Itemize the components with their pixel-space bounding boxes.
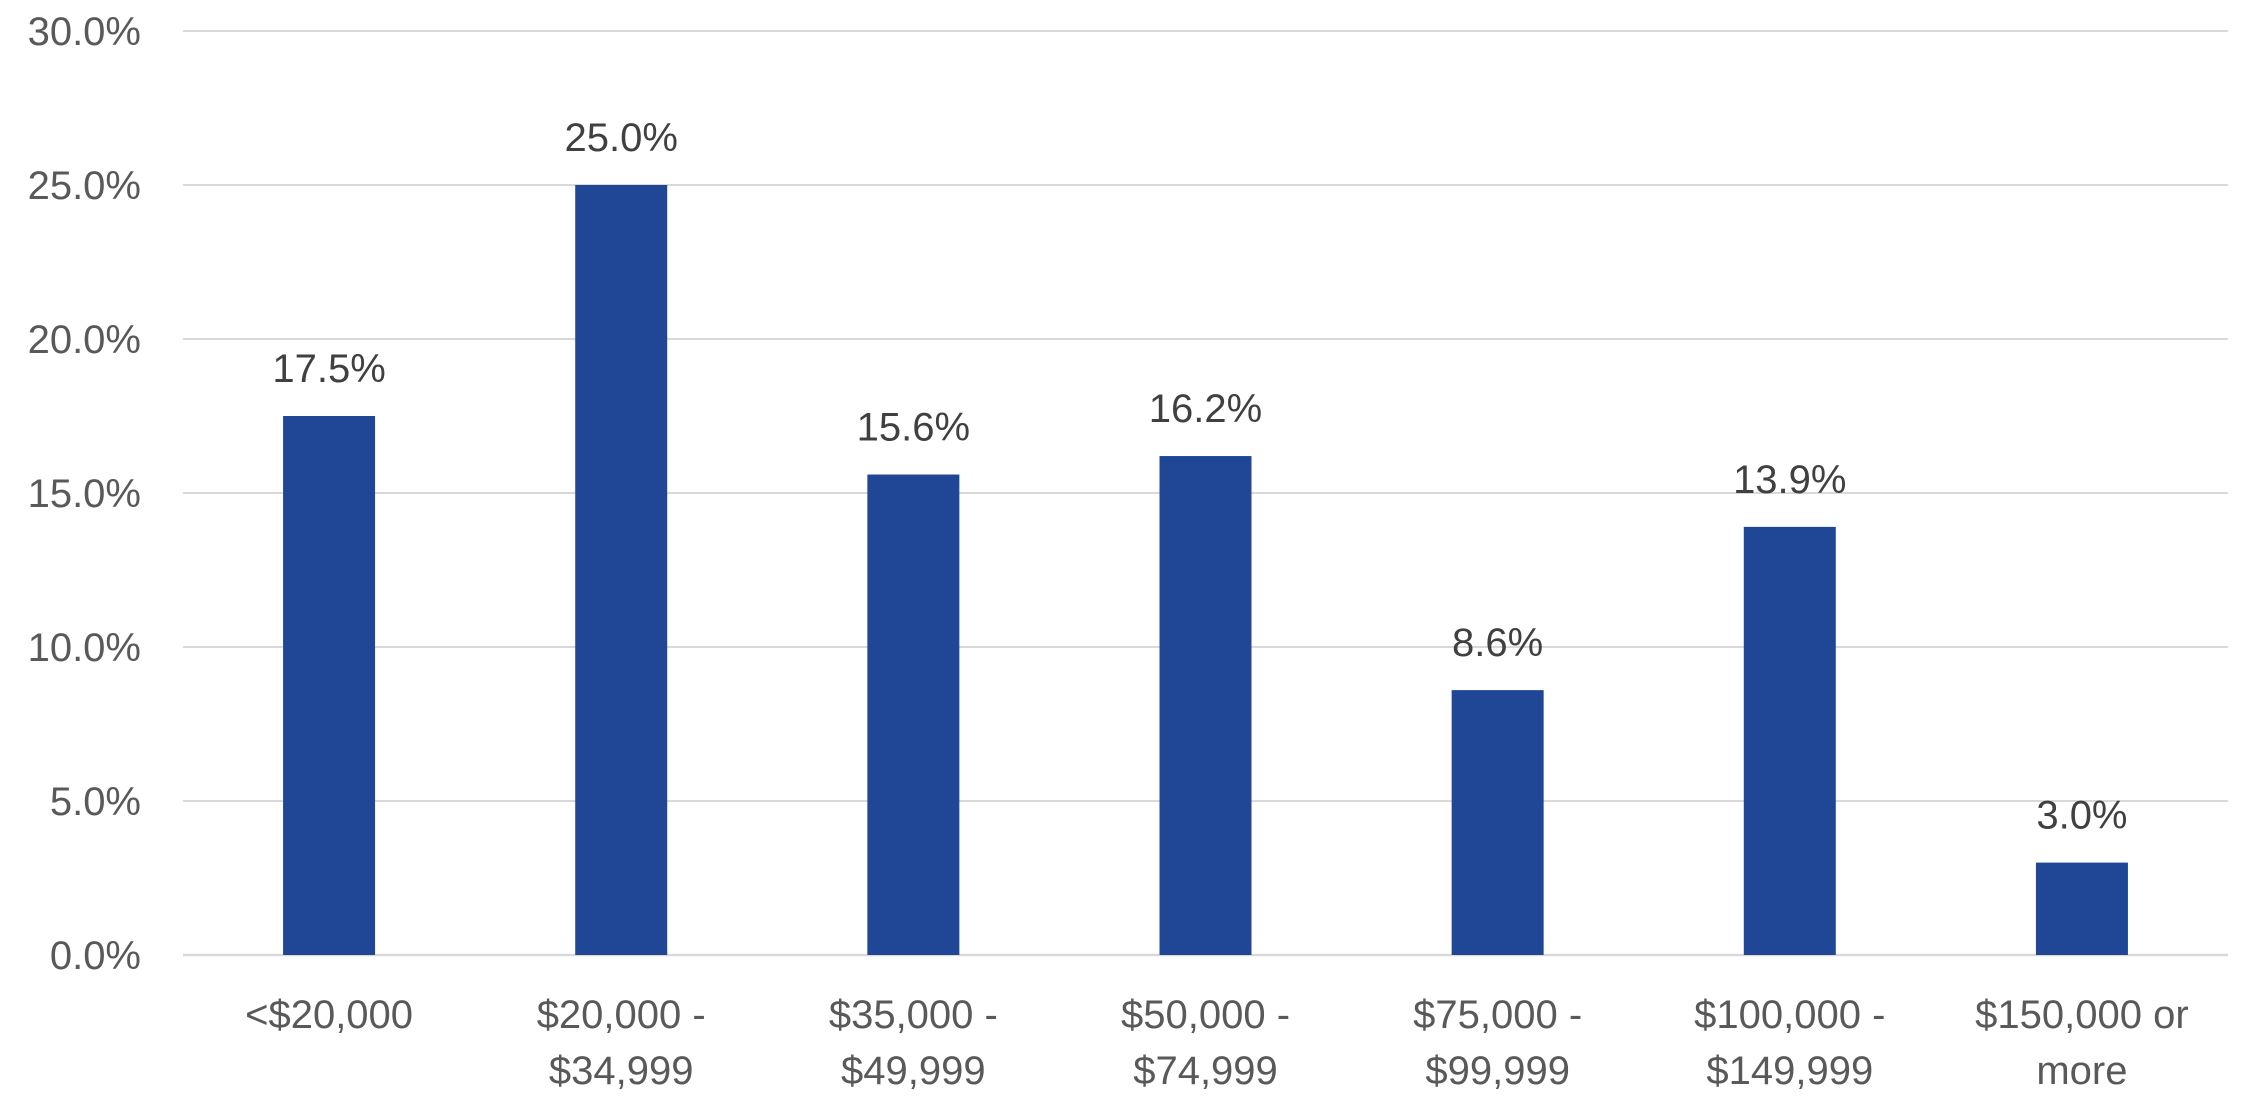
gridlines	[183, 30, 2228, 957]
y-tick-label: 5.0%	[50, 780, 141, 824]
bar	[867, 474, 960, 955]
data-label: 25.0%	[565, 116, 678, 160]
bars	[283, 185, 2128, 955]
x-tick-label-line: $35,000 -	[829, 993, 998, 1037]
data-label: 17.5%	[272, 347, 385, 391]
bar	[2035, 862, 2128, 955]
y-tick-label: 25.0%	[28, 164, 141, 208]
y-tick-label: 20.0%	[28, 318, 141, 362]
data-label: 3.0%	[2036, 794, 2127, 838]
x-tick-label-line: $150,000 or	[1975, 993, 2189, 1037]
x-tick-label-line: $75,000 -	[1413, 993, 1582, 1037]
y-axis-tick-labels: 0.0% 5.0% 10.0% 15.0% 20.0% 25.0% 30.0%	[28, 10, 141, 978]
data-label: 15.6%	[857, 406, 970, 450]
y-tick-label: 30.0%	[28, 10, 141, 54]
y-tick-label: 10.0%	[28, 626, 141, 670]
data-label: 16.2%	[1149, 387, 1262, 431]
data-label: 8.6%	[1452, 621, 1543, 665]
x-tick-label: $100,000 - $149,999	[1694, 993, 1885, 1093]
x-tick-label-line: $49,999	[841, 1049, 986, 1093]
bar	[1743, 526, 1836, 955]
x-axis-tick-labels: <$20,000 $20,000 - $34,999 $35,000 - $49,999…	[245, 993, 2189, 1093]
y-tick-label: 0.0%	[50, 934, 141, 978]
x-tick-label: $75,000 - $99,999	[1413, 993, 1582, 1093]
bar	[1159, 456, 1252, 955]
x-tick-label-line: $34,999	[549, 1049, 694, 1093]
x-tick-label: <$20,000	[245, 993, 413, 1037]
x-tick-label-line: <$20,000	[245, 993, 413, 1037]
x-tick-label-line: more	[2036, 1049, 2127, 1093]
x-tick-label: $50,000 - $74,999	[1121, 993, 1290, 1093]
data-label: 13.9%	[1733, 458, 1846, 502]
x-tick-label: $20,000 - $34,999	[537, 993, 706, 1093]
data-labels: 17.5% 25.0% 15.6% 16.2% 8.6% 13.9% 3.0%	[272, 116, 2127, 838]
x-tick-label-line: $149,999	[1706, 1049, 1873, 1093]
x-tick-label-line: $50,000 -	[1121, 993, 1290, 1037]
x-tick-label-line: $99,999	[1425, 1049, 1570, 1093]
bar	[575, 185, 668, 955]
x-tick-label-line: $100,000 -	[1694, 993, 1885, 1037]
bar	[283, 416, 376, 955]
x-tick-label: $35,000 - $49,999	[829, 993, 998, 1093]
y-tick-label: 15.0%	[28, 472, 141, 516]
x-tick-label-line: $20,000 -	[537, 993, 706, 1037]
x-tick-label-line: $74,999	[1133, 1049, 1278, 1093]
x-tick-label: $150,000 or more	[1975, 993, 2189, 1093]
bar	[1451, 690, 1544, 955]
